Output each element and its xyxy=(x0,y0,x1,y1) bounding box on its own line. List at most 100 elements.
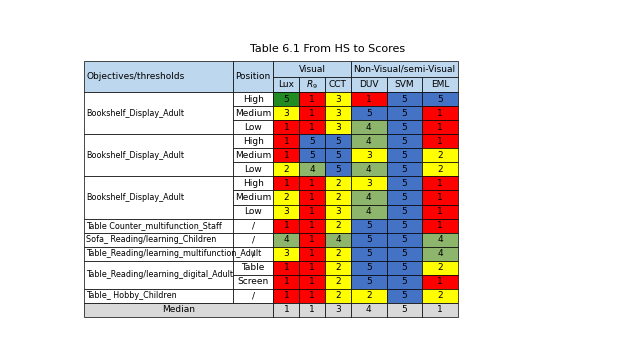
Bar xyxy=(387,177,422,191)
Bar xyxy=(325,106,351,120)
Bar xyxy=(233,92,273,106)
Text: 5: 5 xyxy=(366,277,372,286)
Text: 5: 5 xyxy=(401,179,407,188)
Text: 1: 1 xyxy=(284,263,289,272)
Text: 5: 5 xyxy=(335,151,340,160)
Bar xyxy=(84,233,233,247)
Text: 5: 5 xyxy=(401,235,407,244)
Text: 1: 1 xyxy=(309,109,315,118)
Text: Bookshelf_Display_Adult: Bookshelf_Display_Adult xyxy=(86,193,184,202)
Bar xyxy=(422,163,458,177)
Text: 2: 2 xyxy=(335,263,340,272)
Text: Low: Low xyxy=(244,123,262,132)
Bar xyxy=(325,219,351,233)
Bar xyxy=(233,205,273,219)
Bar xyxy=(233,247,273,261)
Text: 2: 2 xyxy=(335,291,340,300)
Bar xyxy=(351,134,387,148)
Bar xyxy=(300,289,325,303)
Bar xyxy=(273,92,300,106)
Text: 5: 5 xyxy=(401,207,407,216)
Bar xyxy=(351,120,387,134)
Bar xyxy=(387,191,422,205)
Text: Median: Median xyxy=(162,305,195,314)
Bar xyxy=(351,77,387,92)
Text: 5: 5 xyxy=(401,277,407,286)
Bar xyxy=(233,134,273,148)
Bar xyxy=(273,163,300,177)
Text: 5: 5 xyxy=(401,151,407,160)
Bar xyxy=(300,77,325,92)
Bar xyxy=(300,303,325,317)
Bar xyxy=(300,177,325,191)
Bar xyxy=(300,134,325,148)
Bar xyxy=(84,303,273,317)
Bar xyxy=(84,261,233,289)
Bar xyxy=(325,77,351,92)
Bar xyxy=(273,219,300,233)
Text: Bookshelf_Display_Adult: Bookshelf_Display_Adult xyxy=(86,151,184,160)
Bar xyxy=(273,148,300,163)
Bar xyxy=(387,205,422,219)
Text: Medium: Medium xyxy=(235,193,271,202)
Bar xyxy=(325,233,351,247)
Text: 1: 1 xyxy=(284,151,289,160)
Text: 1: 1 xyxy=(284,305,289,314)
Text: 2: 2 xyxy=(335,277,340,286)
Bar xyxy=(422,303,458,317)
Text: Table Counter_multifunction_Staff: Table Counter_multifunction_Staff xyxy=(86,221,222,230)
Text: 2: 2 xyxy=(437,263,443,272)
Text: Sofa_ Reading/learning_Children: Sofa_ Reading/learning_Children xyxy=(86,235,217,244)
Text: 1: 1 xyxy=(309,179,315,188)
Bar xyxy=(233,289,273,303)
Bar xyxy=(387,134,422,148)
Text: Table_Reading/learning_multifunction_Adult: Table_Reading/learning_multifunction_Adu… xyxy=(86,249,262,258)
Bar xyxy=(273,233,300,247)
Bar xyxy=(351,247,387,261)
Text: Low: Low xyxy=(244,207,262,216)
Text: 1: 1 xyxy=(309,277,315,286)
Text: 1: 1 xyxy=(284,277,289,286)
Bar xyxy=(351,148,387,163)
Bar xyxy=(351,191,387,205)
Text: 2: 2 xyxy=(437,165,443,174)
Text: 4: 4 xyxy=(437,235,443,244)
Bar xyxy=(351,205,387,219)
Text: 4: 4 xyxy=(366,193,371,202)
Text: Non-Visual/semi-Visual: Non-Visual/semi-Visual xyxy=(353,65,456,74)
Text: 1: 1 xyxy=(309,249,315,258)
Bar xyxy=(325,120,351,134)
Bar xyxy=(351,106,387,120)
Bar xyxy=(351,261,387,275)
Bar xyxy=(300,120,325,134)
Text: 1: 1 xyxy=(309,193,315,202)
Bar xyxy=(387,233,422,247)
Bar xyxy=(422,191,458,205)
Text: 2: 2 xyxy=(366,291,371,300)
Text: 3: 3 xyxy=(335,123,340,132)
Text: 4: 4 xyxy=(366,165,371,174)
Text: 1: 1 xyxy=(309,95,315,104)
Text: 5: 5 xyxy=(401,193,407,202)
Bar xyxy=(273,247,300,261)
Bar xyxy=(351,163,387,177)
Text: $R_9$: $R_9$ xyxy=(306,78,318,91)
Text: 1: 1 xyxy=(284,179,289,188)
Text: 3: 3 xyxy=(284,109,289,118)
Bar xyxy=(325,177,351,191)
Text: Low: Low xyxy=(244,165,262,174)
Text: 1: 1 xyxy=(309,263,315,272)
Text: 5: 5 xyxy=(309,151,315,160)
Bar xyxy=(300,205,325,219)
Text: 4: 4 xyxy=(437,249,443,258)
Bar xyxy=(422,134,458,148)
Text: /: / xyxy=(252,249,255,258)
Text: 1: 1 xyxy=(309,291,315,300)
Text: EML: EML xyxy=(431,80,449,89)
Text: 5: 5 xyxy=(437,95,443,104)
Bar xyxy=(233,219,273,233)
Text: 1: 1 xyxy=(309,305,315,314)
Text: 1: 1 xyxy=(309,123,315,132)
Bar xyxy=(233,148,273,163)
Bar xyxy=(387,261,422,275)
